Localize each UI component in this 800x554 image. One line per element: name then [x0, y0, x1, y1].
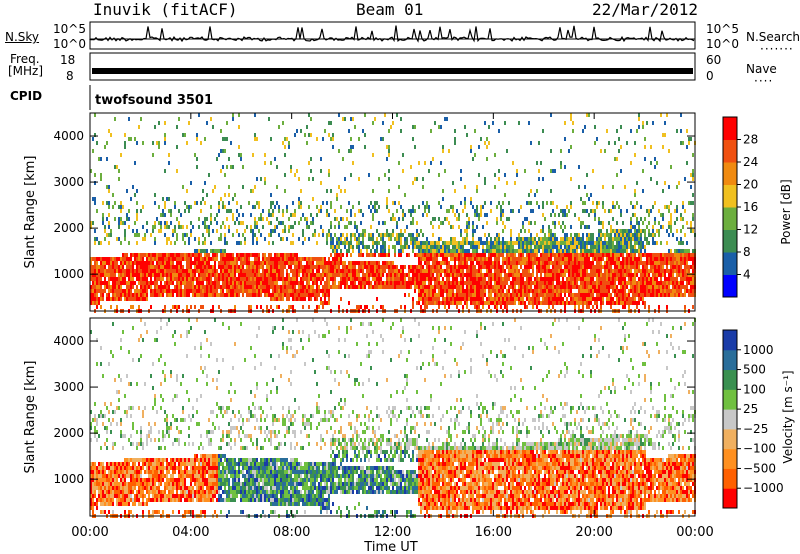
nsky-label: N.Sky	[5, 30, 40, 44]
nsearch-tick-bottom: 10^0	[706, 37, 739, 51]
colorbar-swatch	[723, 184, 737, 208]
colorbar-swatch	[723, 330, 737, 351]
power-ylabel: Slant Range [km]	[23, 156, 38, 269]
colorbar-swatch	[723, 207, 737, 230]
colorbar-tick-label: 28	[743, 133, 758, 147]
nsearch-dots: ·······	[760, 42, 794, 56]
nsky-tick-top: 10^5	[53, 22, 86, 36]
ytick-label: 1000	[53, 267, 84, 281]
velocity-heatmap-cells	[90, 318, 696, 518]
colorbar-swatch	[723, 448, 737, 469]
ytick-label: 1000	[53, 472, 84, 486]
ytick-label: 3000	[53, 175, 84, 189]
ytick-label: 2000	[53, 221, 84, 235]
colorbar-swatch	[723, 409, 737, 430]
cpid-label: CPID	[10, 89, 43, 103]
freq-label-line2: [MHz]	[8, 64, 44, 78]
colorbar-tick-label: −500	[743, 461, 776, 475]
nave-tick-bottom: 0	[706, 69, 714, 83]
colorbar-swatch	[723, 229, 737, 253]
colorbar-tick-label: −25	[743, 422, 768, 436]
colorbar-swatch	[723, 488, 737, 509]
freq-band	[92, 68, 693, 74]
ytick-label: 4000	[53, 334, 84, 348]
velocity-ylabel: Slant Range [km]	[23, 361, 38, 474]
colorbar-tick-label: 100	[743, 382, 766, 396]
nave-label: Nave	[746, 62, 777, 76]
colorbar-swatch	[723, 162, 737, 185]
colorbar-swatch	[723, 139, 737, 163]
colorbar-tick-label: 24	[743, 155, 758, 169]
colorbar-swatch	[723, 369, 737, 390]
colorbar-swatch	[723, 274, 737, 298]
nsky-panel-frame	[89, 21, 696, 50]
xtick-label: 20:00	[575, 525, 612, 540]
freq-panel-frame	[89, 52, 696, 81]
colorbar-tick-label: 500	[743, 363, 766, 377]
colorbar-tick-label: 8	[743, 245, 751, 259]
velocity-colorbar-label: Velocity [m s⁻¹]	[781, 370, 795, 463]
velocity-colorbar: 1000 500 100 25 −25 −100 −500 −1000	[722, 329, 784, 509]
beam-title: Beam 01	[356, 0, 424, 19]
ytick-label: 2000	[53, 426, 84, 440]
station-title: Inuvik (fitACF)	[93, 0, 238, 19]
ytick-label: 4000	[53, 129, 84, 143]
xtick-label: 04:00	[172, 525, 209, 540]
colorbar-swatch	[723, 117, 737, 140]
colorbar-swatch	[723, 252, 737, 275]
time-xticks: 00:00 04:00 08:00 12:00 16:00 20:00 00:00	[71, 113, 714, 540]
x-axis-label: Time UT	[363, 540, 417, 554]
colorbar-tick-label: −1000	[743, 481, 784, 495]
nave-dots: ····	[754, 74, 774, 88]
velocity-yticks: 1000 2000 3000 4000	[53, 334, 695, 486]
nsky-trace	[89, 25, 695, 43]
colorbar-tick-label: 20	[743, 178, 758, 192]
freq-tick-top: 18	[60, 53, 76, 67]
colorbar-swatch	[723, 468, 737, 489]
power-yticks: 1000 2000 3000 4000	[53, 129, 695, 281]
nsky-line	[89, 25, 695, 43]
freq-tick-bottom: 8	[66, 69, 74, 83]
colorbar-tick-label: 12	[743, 223, 758, 237]
power-colorbar-label: Power [dB]	[779, 179, 793, 244]
power-heatmap-cells	[90, 113, 696, 313]
freq-label-line1: Freq.	[10, 52, 40, 66]
power-colorbar: 28 24 20 16 12 8 4	[722, 116, 758, 298]
date-title: 22/Mar/2012	[592, 0, 698, 19]
colorbar-swatch	[723, 389, 737, 410]
colorbar-tick-label: −100	[743, 442, 776, 456]
colorbar-tick-label: 25	[743, 402, 758, 416]
nsearch-tick-top: 10^5	[706, 22, 739, 36]
ytick-label: 3000	[53, 380, 84, 394]
colorbar-swatch	[723, 428, 737, 450]
nave-tick-top: 60	[706, 53, 722, 67]
colorbar-tick-label: 1000	[743, 343, 774, 357]
colorbar-swatch	[723, 349, 737, 371]
colorbar-tick-label: 16	[743, 200, 758, 214]
xtick-label: 08:00	[273, 525, 310, 540]
xtick-label: 00:00	[71, 525, 108, 540]
xtick-label: 12:00	[374, 525, 411, 540]
freq-trace	[92, 68, 693, 74]
cpid-value: twofsound 3501	[95, 93, 214, 108]
nsearch-label: N.Search	[746, 30, 800, 44]
colorbar-tick-label: 4	[743, 268, 751, 282]
xtick-label: 16:00	[475, 525, 512, 540]
xtick-label: 00:00	[676, 525, 713, 540]
nsky-tick-bottom: 10^0	[53, 37, 86, 51]
